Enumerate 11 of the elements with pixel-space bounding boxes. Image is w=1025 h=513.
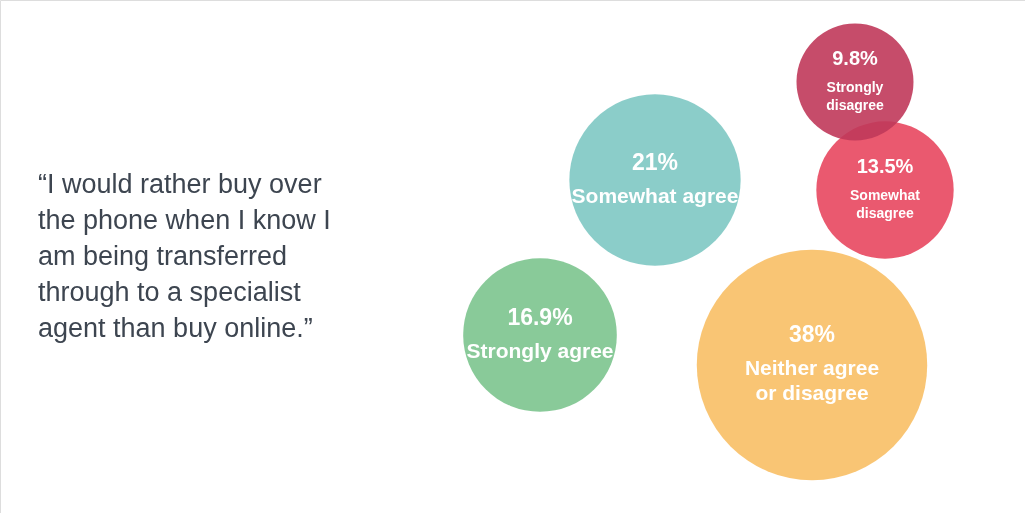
category-label: Strongly disagree xyxy=(826,79,884,113)
category-label: Somewhat agree xyxy=(571,183,739,207)
category-label: Somewhat disagree xyxy=(849,187,921,221)
category-label: Neither agree or disagree xyxy=(744,356,880,404)
data-label: 21% xyxy=(631,148,679,175)
category-label: Strongly agree xyxy=(466,338,614,362)
data-label: 13.5% xyxy=(856,155,914,177)
data-label: 9.8% xyxy=(832,47,879,69)
data-label: 16.9% xyxy=(507,303,573,330)
text: “I would rather buy over the phone when I know I am being transferred through to a specialist agent than buy online.” xyxy=(38,169,331,343)
data-label: 38% xyxy=(788,321,836,347)
